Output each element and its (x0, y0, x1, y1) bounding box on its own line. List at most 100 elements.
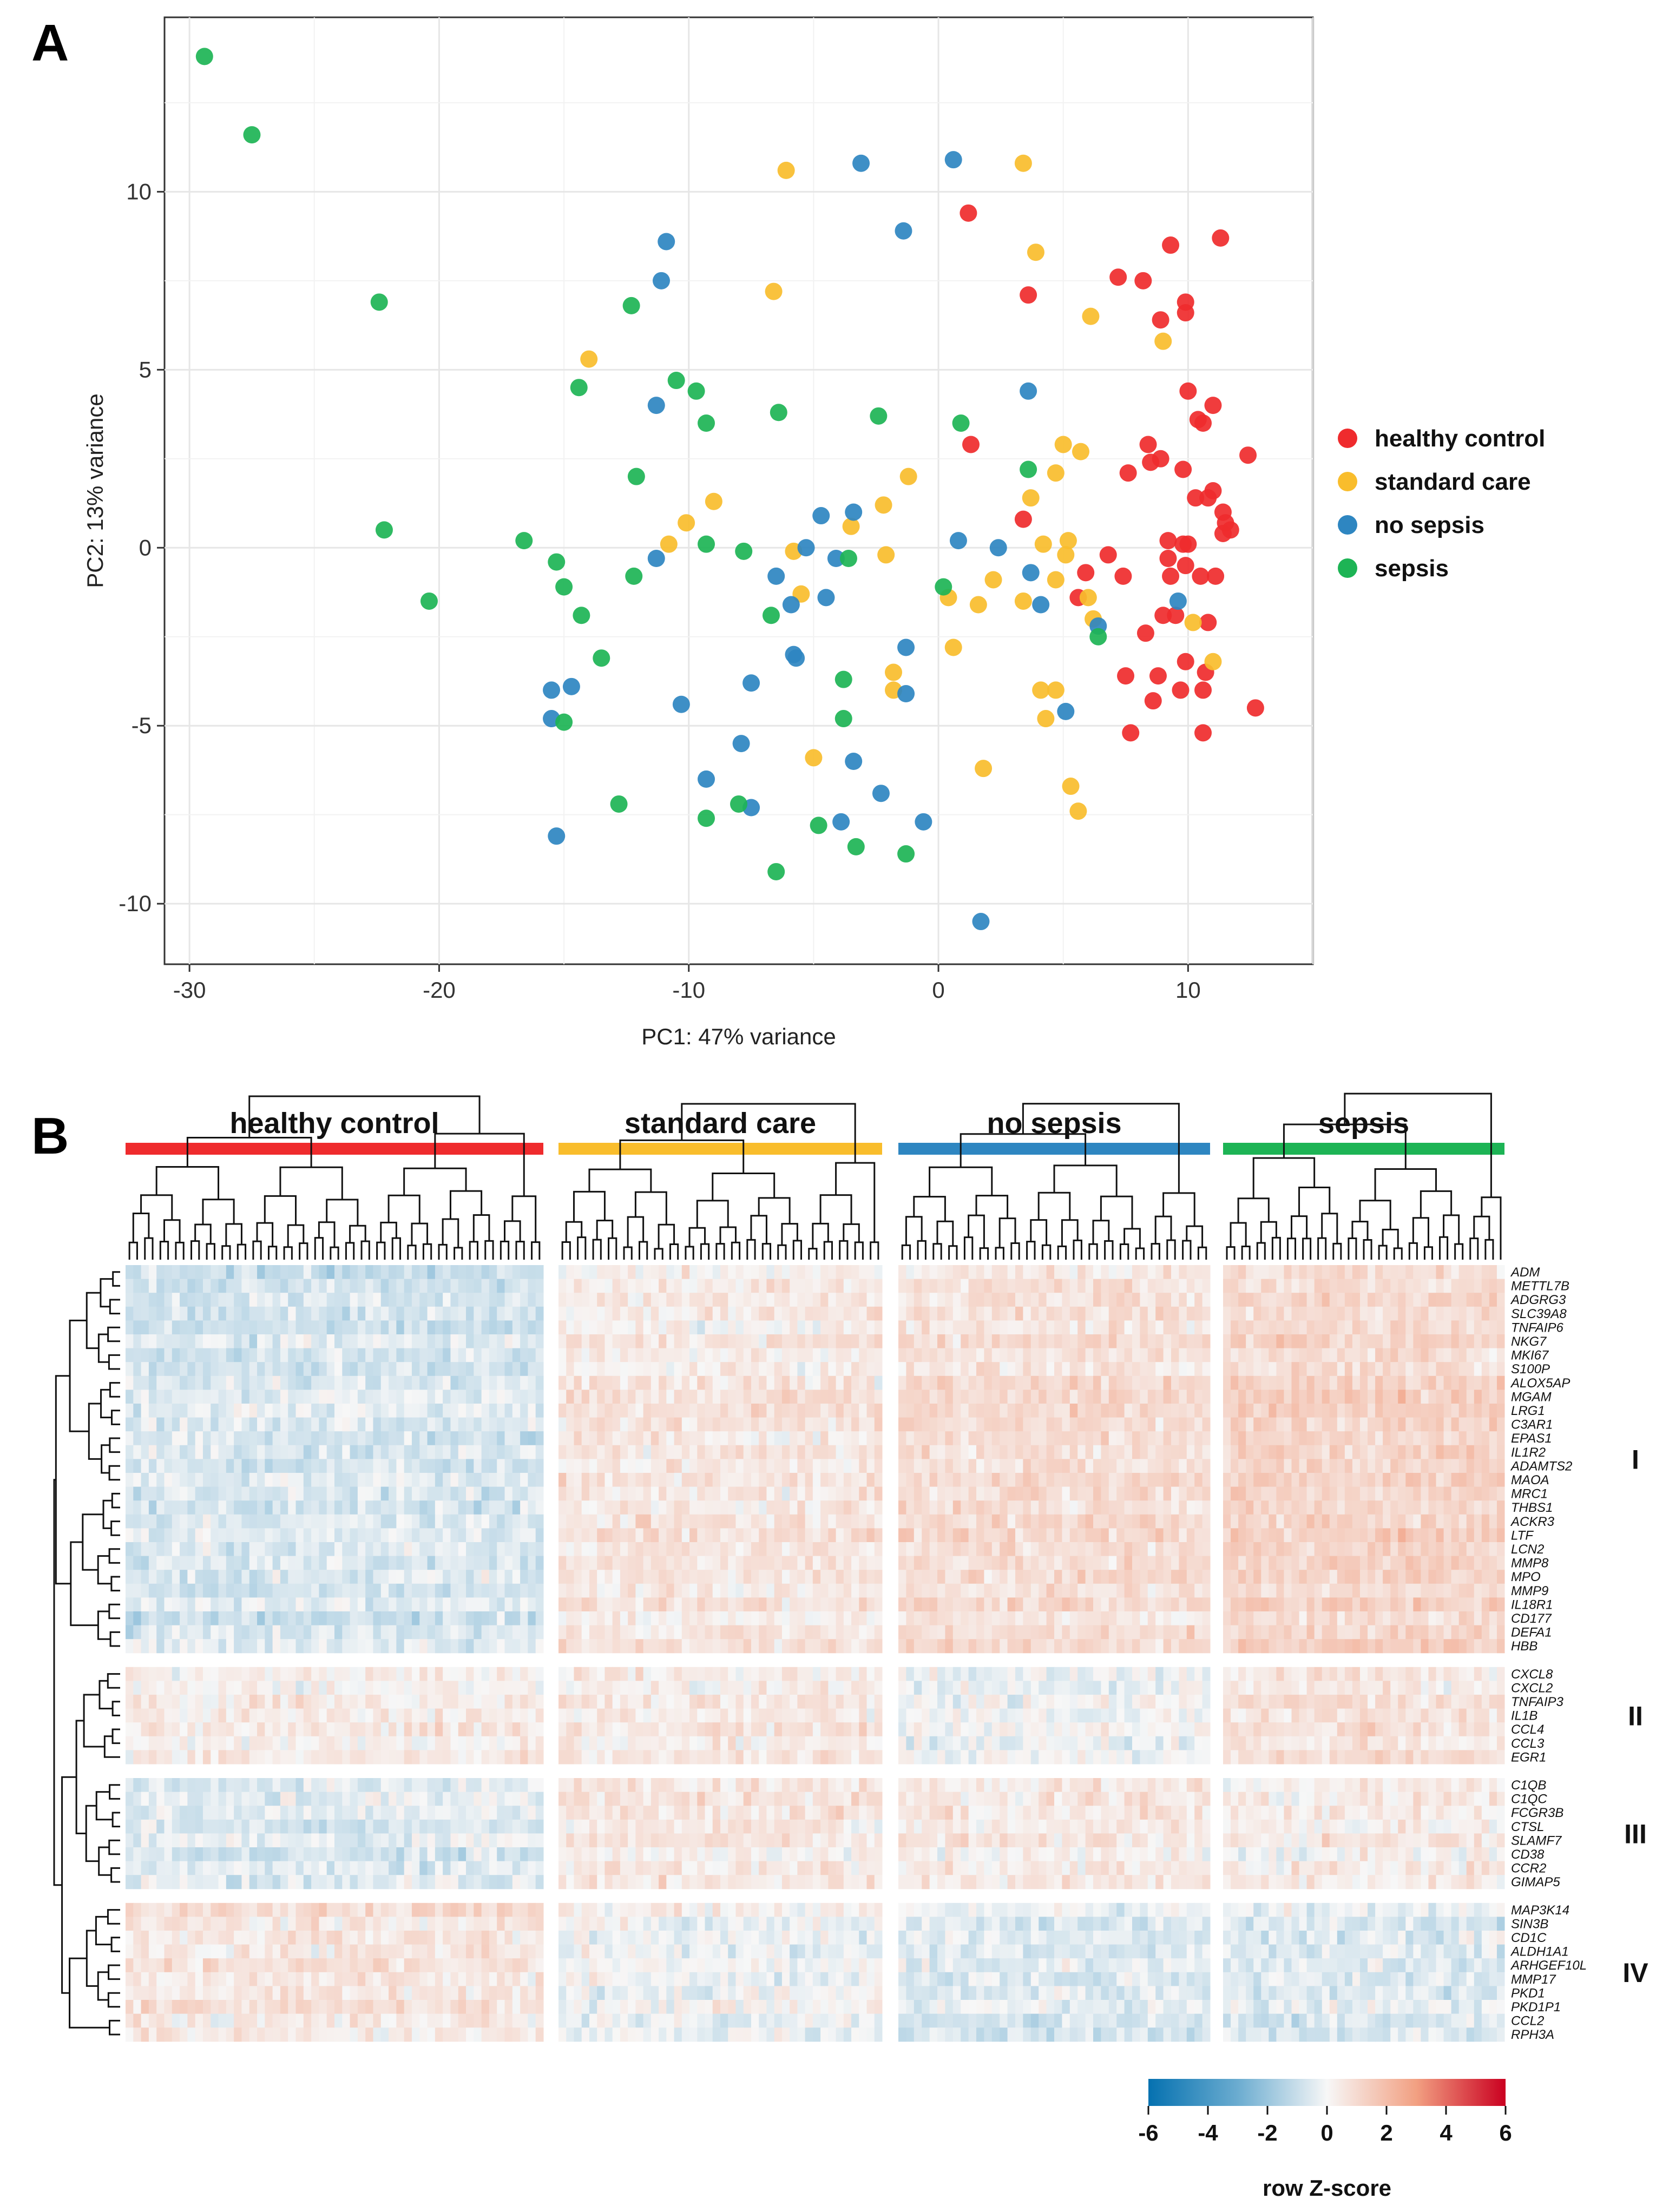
heatmap-cell (234, 1625, 242, 1640)
heatmap-cell (751, 1486, 759, 1501)
heatmap-cell (1390, 1265, 1398, 1280)
column-dendrogram-branch (1439, 1236, 1449, 1260)
heatmap-cell (202, 1334, 211, 1349)
heatmap-cell (272, 1556, 281, 1570)
row-dendrogram-branch (86, 1292, 101, 1349)
column-dendrogram-branch (715, 1243, 725, 1260)
heatmap-cell (1383, 1514, 1391, 1529)
heatmap-cell (1428, 1500, 1437, 1515)
heatmap-cell (133, 1390, 142, 1404)
heatmap-cell (743, 1334, 752, 1349)
heatmap-cell (1054, 1306, 1062, 1321)
heatmap-cell (937, 1265, 945, 1280)
heatmap-cell (1428, 1431, 1437, 1446)
heatmap-cell (797, 1404, 806, 1418)
heatmap-cell (427, 1293, 436, 1307)
heatmap-cell (1368, 1486, 1376, 1501)
heatmap-cell (781, 1473, 790, 1487)
heatmap-cell (991, 1293, 1000, 1307)
heatmap-cell (1261, 1417, 1269, 1432)
column-dendrogram-branch (1037, 1191, 1071, 1220)
heatmap-cell (1007, 1279, 1016, 1293)
heatmap-cell (914, 1500, 922, 1515)
heatmap-cell (1276, 1404, 1284, 1418)
heatmap-cell (836, 1362, 844, 1377)
heatmap-cell (650, 1514, 659, 1529)
heatmap-cell (156, 1375, 165, 1390)
heatmap-cell (234, 1459, 242, 1473)
heatmap-cell (141, 1265, 149, 1280)
heatmap-cell (922, 1375, 930, 1390)
heatmap-cell (1337, 1362, 1345, 1377)
heatmap-cell (743, 1473, 752, 1487)
heatmap-cell (1314, 1459, 1323, 1473)
column-dendrograms (128, 1092, 1502, 1260)
heatmap-cell (419, 1486, 428, 1501)
heatmap-cell (1458, 1611, 1467, 1626)
heatmap-cell (218, 1445, 227, 1459)
heatmap-cell (674, 1279, 682, 1293)
heatmap-cell (512, 1570, 521, 1584)
heatmap-cell (805, 1528, 813, 1543)
heatmap-cell (1398, 1334, 1406, 1349)
heatmap-cell (929, 1473, 938, 1487)
heatmap-cell (1069, 1486, 1078, 1501)
heatmap-cell (1284, 1431, 1292, 1446)
heatmap-cell (435, 1473, 443, 1487)
heatmap-cell (712, 1293, 721, 1307)
heatmap-cell (141, 1528, 149, 1543)
heatmap-cell (211, 1459, 219, 1473)
heatmap-cell (1284, 1459, 1292, 1473)
heatmap-cell (728, 1597, 736, 1612)
heatmap-cell (820, 1514, 829, 1529)
heatmap-cell (843, 1473, 852, 1487)
heatmap-cell (743, 1431, 752, 1446)
heatmap-cell (666, 1334, 675, 1349)
heatmap-cell (1436, 1279, 1444, 1293)
heatmap-cell (991, 1279, 1000, 1293)
heatmap-cell (597, 1583, 605, 1598)
heatmap-cell (164, 1417, 173, 1432)
heatmap-cell (1124, 1556, 1133, 1570)
heatmap-cell (937, 1279, 945, 1293)
heatmap-cell (1147, 1320, 1156, 1335)
heatmap-cell (843, 1431, 852, 1446)
heatmap-cell (1352, 1542, 1361, 1557)
heatmap-cell (1398, 1445, 1406, 1459)
heatmap-cell (681, 1486, 690, 1501)
heatmap-cell (1261, 1445, 1269, 1459)
heatmap-cell (628, 1500, 636, 1515)
heatmap-cell (1155, 1279, 1164, 1293)
heatmap-cell (357, 1473, 366, 1487)
heatmap-cell (866, 1500, 875, 1515)
heatmap-cell (1413, 1528, 1421, 1543)
heatmap-cell (1124, 1486, 1133, 1501)
heatmap-cell (396, 1514, 405, 1529)
heatmap-cell (427, 1597, 436, 1612)
heatmap-cell (976, 1265, 984, 1280)
heatmap-cell (836, 1306, 844, 1321)
heatmap-cell (1458, 1265, 1467, 1280)
column-dendrogram-branch (917, 1240, 927, 1260)
heatmap-cell (1077, 1279, 1086, 1293)
heatmap-cell (450, 1279, 459, 1293)
heatmap-cell (1163, 1459, 1172, 1473)
heatmap-cell (1368, 1404, 1376, 1418)
heatmap-cell (961, 1514, 969, 1529)
heatmap-cell (751, 1542, 759, 1557)
heatmap-cell (1443, 1459, 1452, 1473)
heatmap-cell (820, 1570, 829, 1584)
heatmap-cell (689, 1293, 698, 1307)
heatmap-cell (303, 1334, 312, 1349)
heatmap-cell (1062, 1473, 1070, 1487)
heatmap-cell (365, 1570, 373, 1584)
column-dendrogram-branch (623, 1246, 633, 1260)
heatmap-cell (751, 1445, 759, 1459)
heatmap-cell (474, 1334, 482, 1349)
heatmap-cell (1202, 1404, 1211, 1418)
heatmap-cell (743, 1375, 752, 1390)
heatmap-cell (427, 1486, 436, 1501)
heatmap-cell (1413, 1375, 1421, 1390)
heatmap-cell (1458, 1279, 1467, 1293)
heatmap-cell (874, 1514, 883, 1529)
